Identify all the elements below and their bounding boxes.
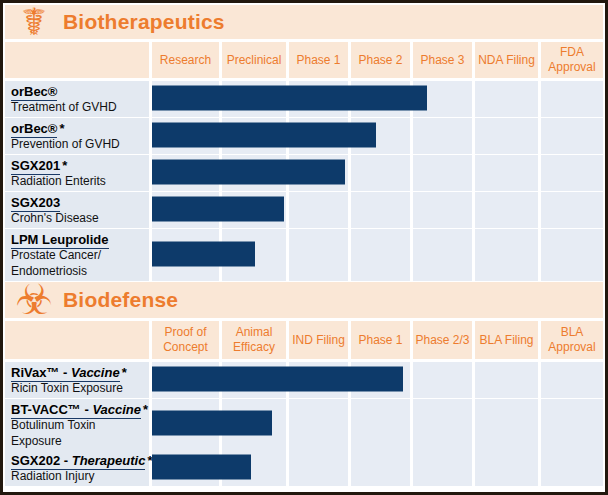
phase-cell <box>351 450 410 486</box>
phase-cell <box>351 192 410 228</box>
pipeline-row-lpm-leuprolide: LPM Leuprolide Prostate Cancer/ Endometr… <box>5 229 603 279</box>
phase-header-row-biotherapeutics: Research Preclinical Phase 1 Phase 2 Pha… <box>5 42 603 78</box>
phase-cell <box>289 192 348 228</box>
product-indication: Treatment of GVHD <box>11 100 145 115</box>
progress-bar <box>152 86 427 111</box>
section-title-biodefense: Biodefense <box>63 288 178 312</box>
phase-cell <box>541 229 603 281</box>
pipeline-row-bt-vacc: BT-VACC™ - Vaccine* Botulinum Toxin Expo… <box>5 399 603 447</box>
column-header-animal-efficacy: Animal Efficacy <box>222 321 286 359</box>
progress-bar <box>152 367 403 392</box>
progress-bar <box>152 160 345 185</box>
product-label-cell: BT-VACC™ - Vaccine* Botulinum Toxin Expo… <box>5 399 149 451</box>
column-header-phase1-bd: Phase 1 <box>351 321 410 359</box>
product-indication: Radiation Enterits <box>11 174 145 189</box>
phase-cell <box>289 229 348 281</box>
section-title-biotherapeutics: Biotherapeutics <box>63 10 225 34</box>
product-name: orBec® <box>11 84 145 99</box>
product-label-cell: RiVax™ - Vaccine* Ricin Toxin Exposure <box>5 362 149 398</box>
header-corner-cell <box>5 42 149 78</box>
pipeline-row-sgx203: SGX203 Crohn's Disease <box>5 192 603 226</box>
product-name: RiVax™ - Vaccine* <box>11 365 145 380</box>
product-label-cell: orBec®* Prevention of GVHD <box>5 118 149 154</box>
pipeline-row-sgx202: SGX202 - Therapeutic* Radiation Injury <box>5 450 603 484</box>
product-indication: Radiation Injury <box>11 469 145 484</box>
phase-cell <box>289 450 348 486</box>
phase-cell <box>541 399 603 451</box>
phase-cell <box>541 81 603 117</box>
product-indication-2: Exposure <box>11 434 145 449</box>
progress-bar <box>152 411 272 436</box>
product-indication: Prevention of GVHD <box>11 137 145 152</box>
phase-cell <box>475 118 538 154</box>
product-name: SGX203 <box>11 195 145 210</box>
pipeline-row-rivax: RiVax™ - Vaccine* Ricin Toxin Exposure <box>5 362 603 396</box>
product-name: orBec®* <box>11 121 145 136</box>
product-label-cell: orBec® Treatment of GVHD <box>5 81 149 117</box>
phase-cell <box>413 118 472 154</box>
phase-cell <box>413 450 472 486</box>
phase-cell <box>475 81 538 117</box>
product-indication: Crohn's Disease <box>11 211 145 226</box>
caduceus-icon: ☤ <box>5 5 63 39</box>
product-label-cell: SGX202 - Therapeutic* Radiation Injury <box>5 450 149 486</box>
column-header-phase23: Phase 2/3 <box>413 321 472 359</box>
phase-cell <box>289 399 348 451</box>
phase-cell <box>475 229 538 281</box>
section-header-biotherapeutics: ☤ Biotherapeutics <box>5 5 603 39</box>
phase-cell <box>351 155 410 191</box>
pipeline-chart: ☤ Biotherapeutics Research Preclinical P… <box>0 0 608 495</box>
phase-cell <box>413 155 472 191</box>
phase-cell <box>541 362 603 398</box>
phase-cell <box>475 362 538 398</box>
product-indication: Prostate Cancer/ <box>11 248 145 263</box>
section-header-biodefense: ☣ Biodefense <box>5 282 603 318</box>
pipeline-row-orbec-prevention: orBec®* Prevention of GVHD <box>5 118 603 152</box>
phase-cell <box>351 399 410 451</box>
column-header-fda-approval: FDA Approval <box>541 42 603 78</box>
product-indication-2: Endometriosis <box>11 264 145 279</box>
phase-cell <box>413 229 472 281</box>
column-header-proof-of-concept: Proof of Concept <box>152 321 219 359</box>
column-header-research: Research <box>152 42 219 78</box>
progress-bar <box>152 242 255 267</box>
phase-cell <box>541 450 603 486</box>
product-label-cell: LPM Leuprolide Prostate Cancer/ Endometr… <box>5 229 149 281</box>
product-label-cell: SGX201* Radiation Enterits <box>5 155 149 191</box>
product-name: LPM Leuprolide <box>11 232 145 247</box>
phase-cell <box>475 450 538 486</box>
phase-cell <box>541 155 603 191</box>
pipeline-row-sgx201: SGX201* Radiation Enterits <box>5 155 603 189</box>
product-name: SGX201* <box>11 158 145 173</box>
column-header-phase1: Phase 1 <box>289 42 348 78</box>
phase-cell <box>475 399 538 451</box>
progress-bar <box>152 123 376 148</box>
phase-cell <box>351 229 410 281</box>
column-header-phase3: Phase 3 <box>413 42 472 78</box>
product-label-cell: SGX203 Crohn's Disease <box>5 192 149 228</box>
product-indication: Botulinum Toxin <box>11 418 145 433</box>
phase-cell <box>475 192 538 228</box>
column-header-preclinical: Preclinical <box>222 42 286 78</box>
product-indication: Ricin Toxin Exposure <box>11 381 145 396</box>
header-corner-cell <box>5 321 149 359</box>
phase-cell <box>541 192 603 228</box>
column-header-bla-filing: BLA Filing <box>475 321 538 359</box>
progress-bar <box>152 455 251 480</box>
phase-cell <box>413 399 472 451</box>
phase-cell <box>413 192 472 228</box>
product-name: BT-VACC™ - Vaccine* <box>11 402 145 417</box>
biohazard-icon: ☣ <box>5 282 63 318</box>
phase-cell <box>413 362 472 398</box>
phase-cell <box>475 155 538 191</box>
phase-header-row-biodefense: Proof of Concept Animal Efficacy IND Fil… <box>5 321 603 359</box>
column-header-ind-filing: IND Filing <box>289 321 348 359</box>
pipeline-row-orbec-treatment: orBec® Treatment of GVHD <box>5 81 603 115</box>
column-header-nda-filing: NDA Filing <box>475 42 538 78</box>
column-header-bla-approval: BLA Approval <box>541 321 603 359</box>
product-name: SGX202 - Therapeutic* <box>11 453 145 468</box>
progress-bar <box>152 197 284 222</box>
phase-cell <box>541 118 603 154</box>
column-header-phase2: Phase 2 <box>351 42 410 78</box>
